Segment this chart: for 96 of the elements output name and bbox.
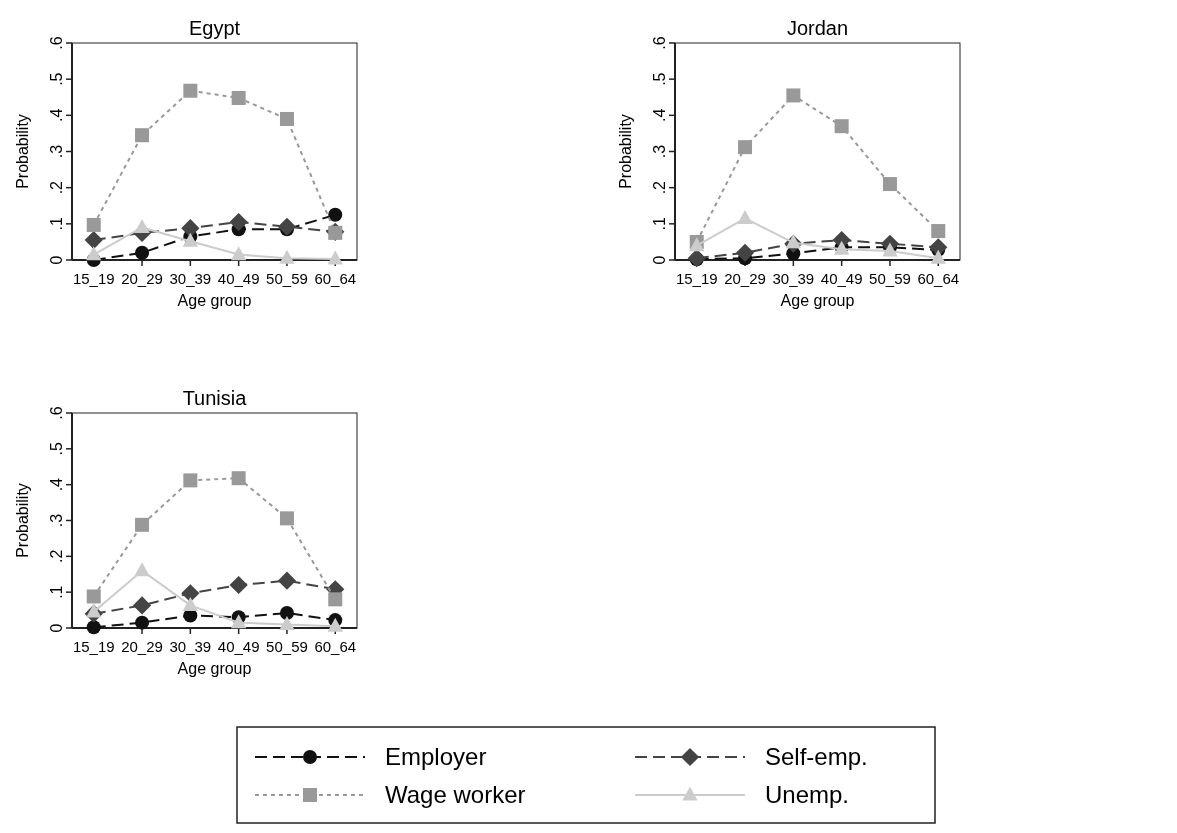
point (931, 224, 946, 239)
y-tick-label: .4 (48, 477, 65, 492)
point (135, 128, 150, 143)
point (231, 90, 246, 105)
y-tick-label: .5 (48, 442, 65, 456)
point (135, 245, 150, 260)
point (230, 246, 247, 261)
point (132, 596, 152, 615)
point (230, 614, 247, 629)
x-axis-title: Age group (177, 660, 252, 677)
y-tick-label: .6 (48, 36, 65, 50)
point (834, 119, 849, 134)
point (231, 471, 246, 486)
legend-label: Wage worker (385, 781, 526, 808)
x-tick-label: 60_64 (314, 270, 357, 287)
y-tick-label: .1 (651, 217, 668, 231)
x-axis-title: Age group (177, 292, 252, 309)
point (135, 615, 150, 630)
x-tick-label: 30_39 (772, 270, 815, 287)
point (182, 597, 199, 612)
point (183, 83, 198, 98)
y-tick-label: .2 (651, 180, 668, 195)
point (279, 111, 294, 126)
point (785, 234, 802, 249)
y-tick-label: .1 (48, 585, 65, 599)
y-tick-label: .3 (651, 144, 668, 159)
x-tick-label: 60_64 (917, 270, 960, 287)
y-tick-label: 0 (48, 623, 65, 633)
y-tick-label: 0 (48, 255, 65, 265)
legend-label: Unemp. (765, 781, 850, 808)
x-tick-label: 40_49 (217, 270, 260, 287)
point (86, 620, 101, 635)
x-tick-label: 40_49 (820, 270, 863, 287)
y-tick-label: .4 (48, 108, 65, 123)
y-tick-label: .3 (48, 144, 65, 159)
point (279, 511, 294, 526)
y-tick-label: .2 (48, 180, 65, 195)
y-tick-label: .1 (48, 217, 65, 231)
x-tick-label: 50_59 (266, 270, 308, 287)
point (86, 603, 102, 618)
point (279, 249, 295, 264)
x-tick-label: 20_29 (121, 638, 163, 655)
point (134, 219, 150, 234)
point (229, 575, 248, 595)
point (134, 562, 150, 577)
point (84, 231, 103, 250)
point (328, 592, 343, 607)
y-axis-title: Probability (14, 114, 31, 189)
point (279, 605, 294, 620)
point (183, 473, 198, 488)
point (181, 584, 200, 603)
y-tick-label: 0 (651, 255, 668, 265)
point (279, 616, 295, 631)
x-tick-label: 30_39 (169, 270, 212, 287)
legend-label: Self-emp. (765, 743, 868, 770)
point (930, 249, 946, 264)
x-tick-label: 40_49 (217, 638, 260, 655)
y-tick-label: .3 (48, 513, 65, 528)
x-tick-label: 30_39 (169, 638, 212, 655)
point (277, 571, 297, 590)
y-axis-title: Probability (14, 483, 31, 558)
y-tick-label: .6 (651, 36, 668, 50)
x-tick-label: 50_59 (869, 270, 911, 287)
x-tick-label: 15_19 (72, 270, 115, 287)
y-tick-label: .2 (48, 549, 65, 564)
point (86, 589, 101, 604)
point (327, 250, 343, 265)
x-tick-label: 50_59 (266, 638, 308, 655)
chart-title: Jordan (786, 17, 849, 39)
x-tick-label: 20_29 (724, 270, 766, 287)
point (738, 140, 753, 155)
point (86, 217, 101, 232)
x-tick-label: 20_29 (121, 270, 163, 287)
point (229, 212, 248, 232)
y-tick-label: .5 (651, 72, 668, 86)
x-axis-title: Age group (780, 292, 855, 309)
y-tick-label: .6 (48, 406, 65, 420)
y-axis-title: Probability (617, 114, 634, 189)
point (737, 210, 753, 225)
point (86, 246, 102, 261)
point (181, 219, 200, 238)
point (786, 88, 801, 103)
x-tick-label: 15_19 (675, 270, 718, 287)
legend-label: Employer (385, 743, 487, 770)
x-tick-label: 60_64 (314, 638, 357, 655)
point (882, 177, 897, 192)
chart-title: Tunisia (182, 387, 248, 409)
y-tick-label: .4 (651, 108, 668, 123)
chart-title: Egypt (188, 17, 241, 39)
point (135, 517, 150, 532)
point (277, 217, 297, 236)
x-tick-label: 15_19 (72, 638, 115, 655)
y-tick-label: .5 (48, 72, 65, 86)
point (735, 243, 755, 262)
point (328, 207, 343, 222)
point (327, 617, 343, 632)
